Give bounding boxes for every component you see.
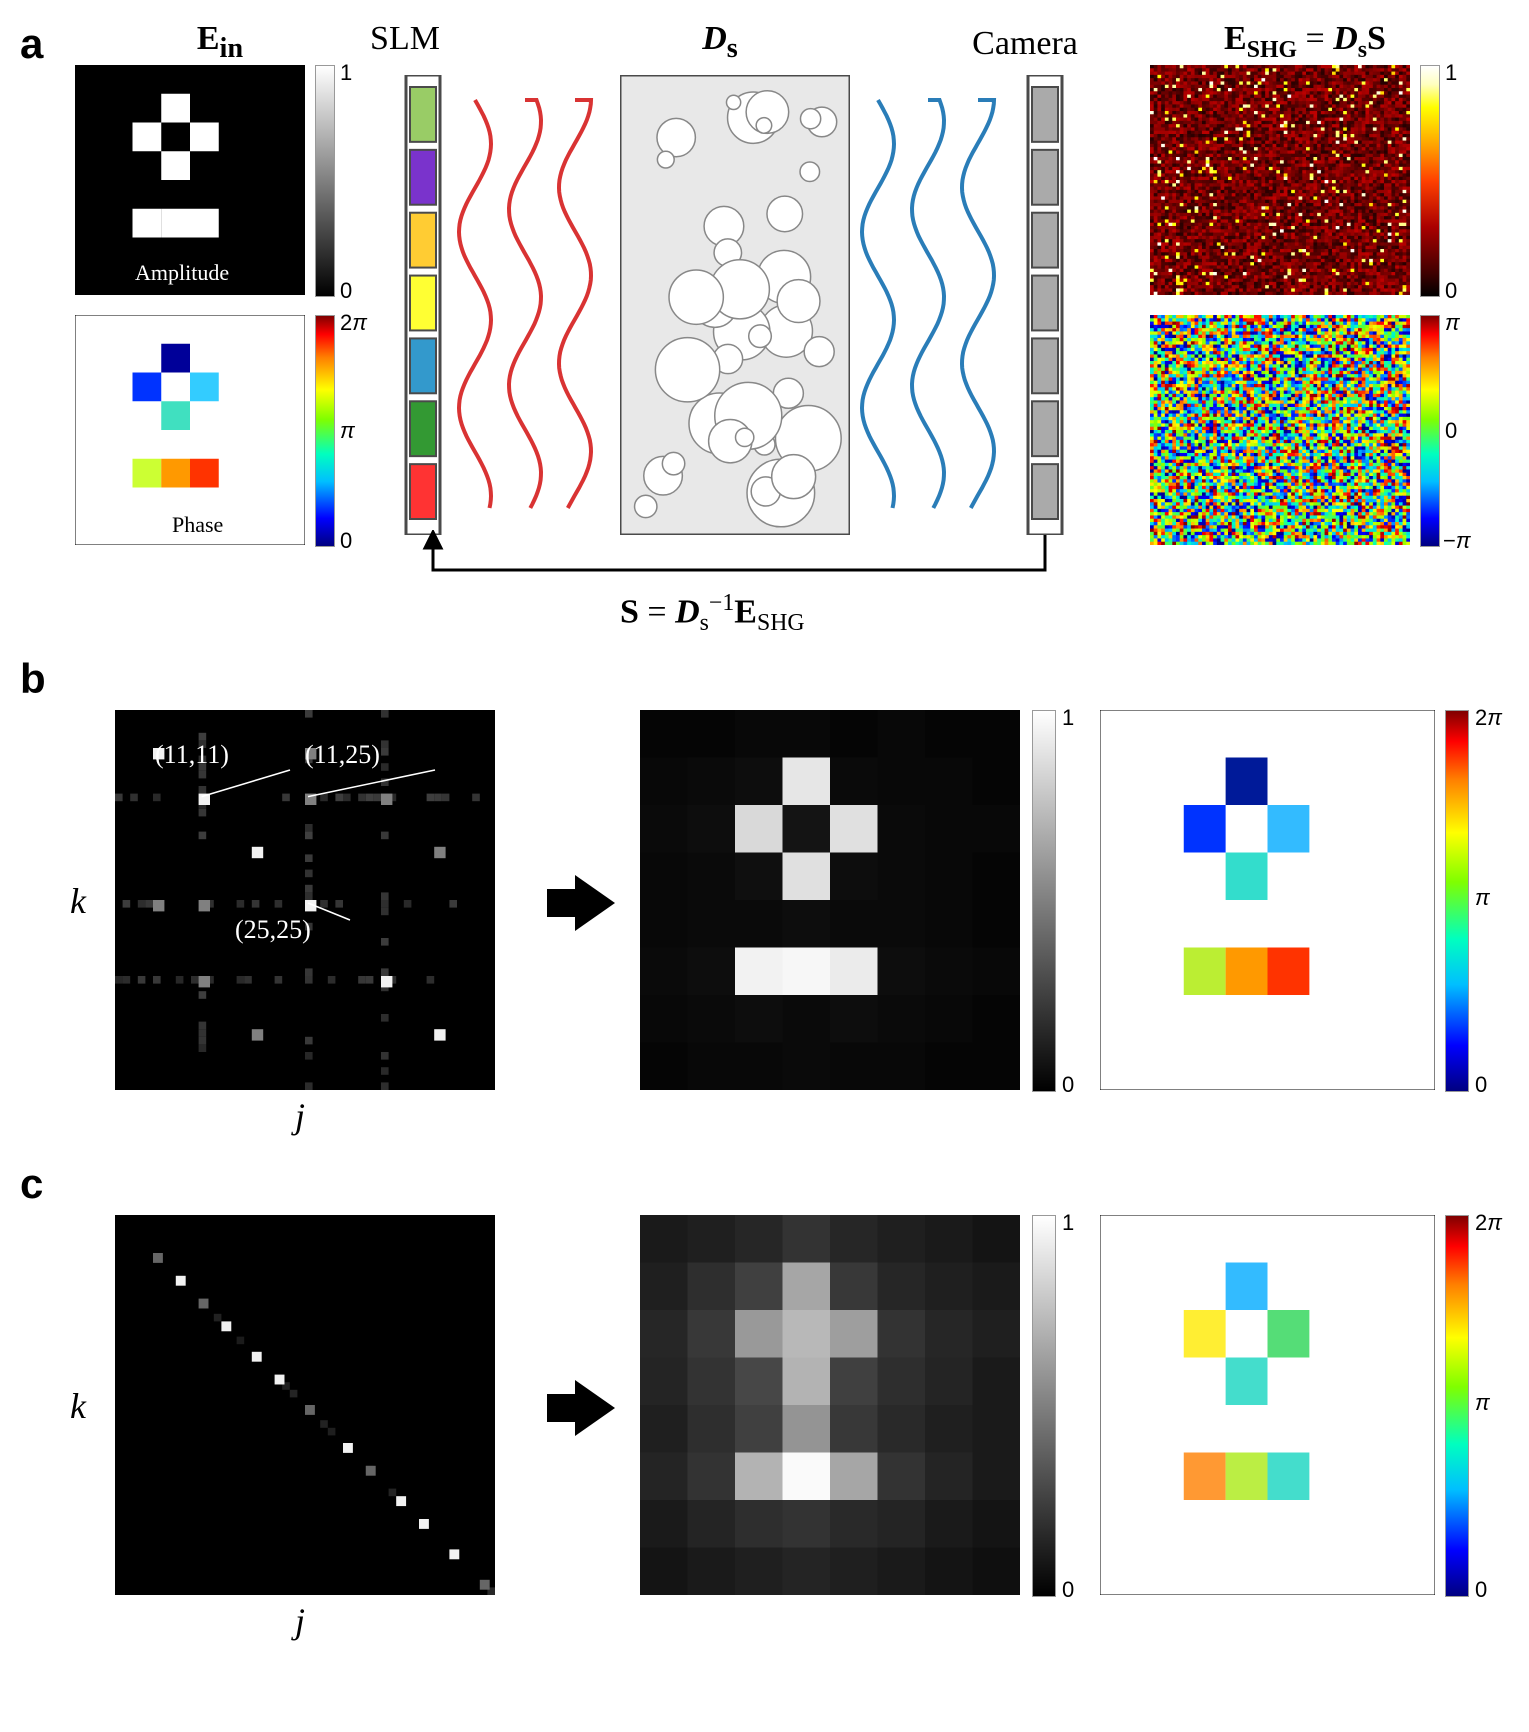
blue-waves — [858, 90, 1018, 520]
b-phase — [1100, 710, 1435, 1090]
camera-schematic — [1020, 75, 1070, 535]
header-slm: SLM — [355, 20, 455, 58]
phase-label: Phase — [172, 512, 223, 538]
colorbar-gray-b — [1032, 710, 1056, 1092]
tick-2pi-b: 2π — [1475, 705, 1502, 731]
tick-pi-b: π — [1445, 310, 1460, 336]
colorbar-jet-b — [1445, 710, 1469, 1092]
tick-2pi-c: 2π — [1475, 1210, 1502, 1236]
tick-0-d: 0 — [1062, 1577, 1074, 1603]
scattering-medium — [620, 75, 850, 535]
tick-zero2: 0 — [340, 528, 352, 554]
axis-j-c: j — [295, 1600, 305, 1642]
tick-one: 1 — [340, 60, 352, 86]
eshg-amplitude — [1150, 65, 1410, 295]
tick-1-b: 1 — [1062, 705, 1074, 731]
slm-schematic — [398, 75, 448, 535]
header-ds: Ds — [620, 20, 820, 65]
pt3-label: (25,25) — [235, 915, 311, 945]
eshg-phase — [1150, 315, 1410, 545]
matrix-c — [115, 1215, 495, 1595]
pt1-label: (11,11) — [155, 740, 229, 770]
axis-k-c: k — [70, 1385, 86, 1427]
colorbar-jet-eshg — [1420, 315, 1440, 547]
tick-1-c: 1 — [1062, 1210, 1074, 1236]
axis-j-b: j — [295, 1095, 305, 1137]
colorbar-gray-c — [1032, 1215, 1056, 1597]
panel-label-a: a — [20, 20, 43, 68]
tick-zero-b: 0 — [1445, 278, 1457, 304]
header-ein: Ein — [130, 20, 310, 65]
ein-phase-image — [75, 315, 305, 545]
b-amplitude — [640, 710, 1020, 1090]
tick-0-b: 0 — [1062, 1072, 1074, 1098]
tick-negpi: −π — [1443, 528, 1471, 554]
formula: S = Ds−1ESHG — [620, 590, 805, 637]
axis-k-b: k — [70, 880, 86, 922]
tick-zero: 0 — [340, 278, 352, 304]
red-waves — [455, 90, 615, 520]
colorbar-jet-ein — [315, 315, 335, 547]
panel-label-b: b — [20, 655, 46, 703]
panel-label-c: c — [20, 1160, 43, 1208]
tick-0-e: 0 — [1475, 1577, 1487, 1603]
tick-zero-c: 0 — [1445, 418, 1457, 444]
colorbar-gray-ein — [315, 65, 335, 297]
header-eshg: ESHG = DsS — [1135, 20, 1475, 64]
tick-pi-d: π — [1475, 1390, 1490, 1416]
pt2-label: (11,25) — [305, 740, 380, 770]
c-phase — [1100, 1215, 1435, 1595]
c-amplitude — [640, 1215, 1020, 1595]
header-camera: Camera — [955, 25, 1095, 63]
tick-one-b: 1 — [1445, 60, 1457, 86]
tick-pi: π — [340, 418, 355, 444]
arrow-b — [575, 875, 615, 931]
tick-0-c: 0 — [1475, 1072, 1487, 1098]
figure-root: a Ein SLM Ds Camera ESHG = DsS Amplitude… — [20, 20, 1509, 1712]
colorbar-hot — [1420, 65, 1440, 297]
amplitude-label: Amplitude — [135, 260, 229, 286]
arrow-c — [575, 1380, 615, 1436]
tick-pi-c: π — [1475, 885, 1490, 911]
tick-2pi: 2π — [340, 310, 367, 336]
colorbar-jet-c — [1445, 1215, 1469, 1597]
